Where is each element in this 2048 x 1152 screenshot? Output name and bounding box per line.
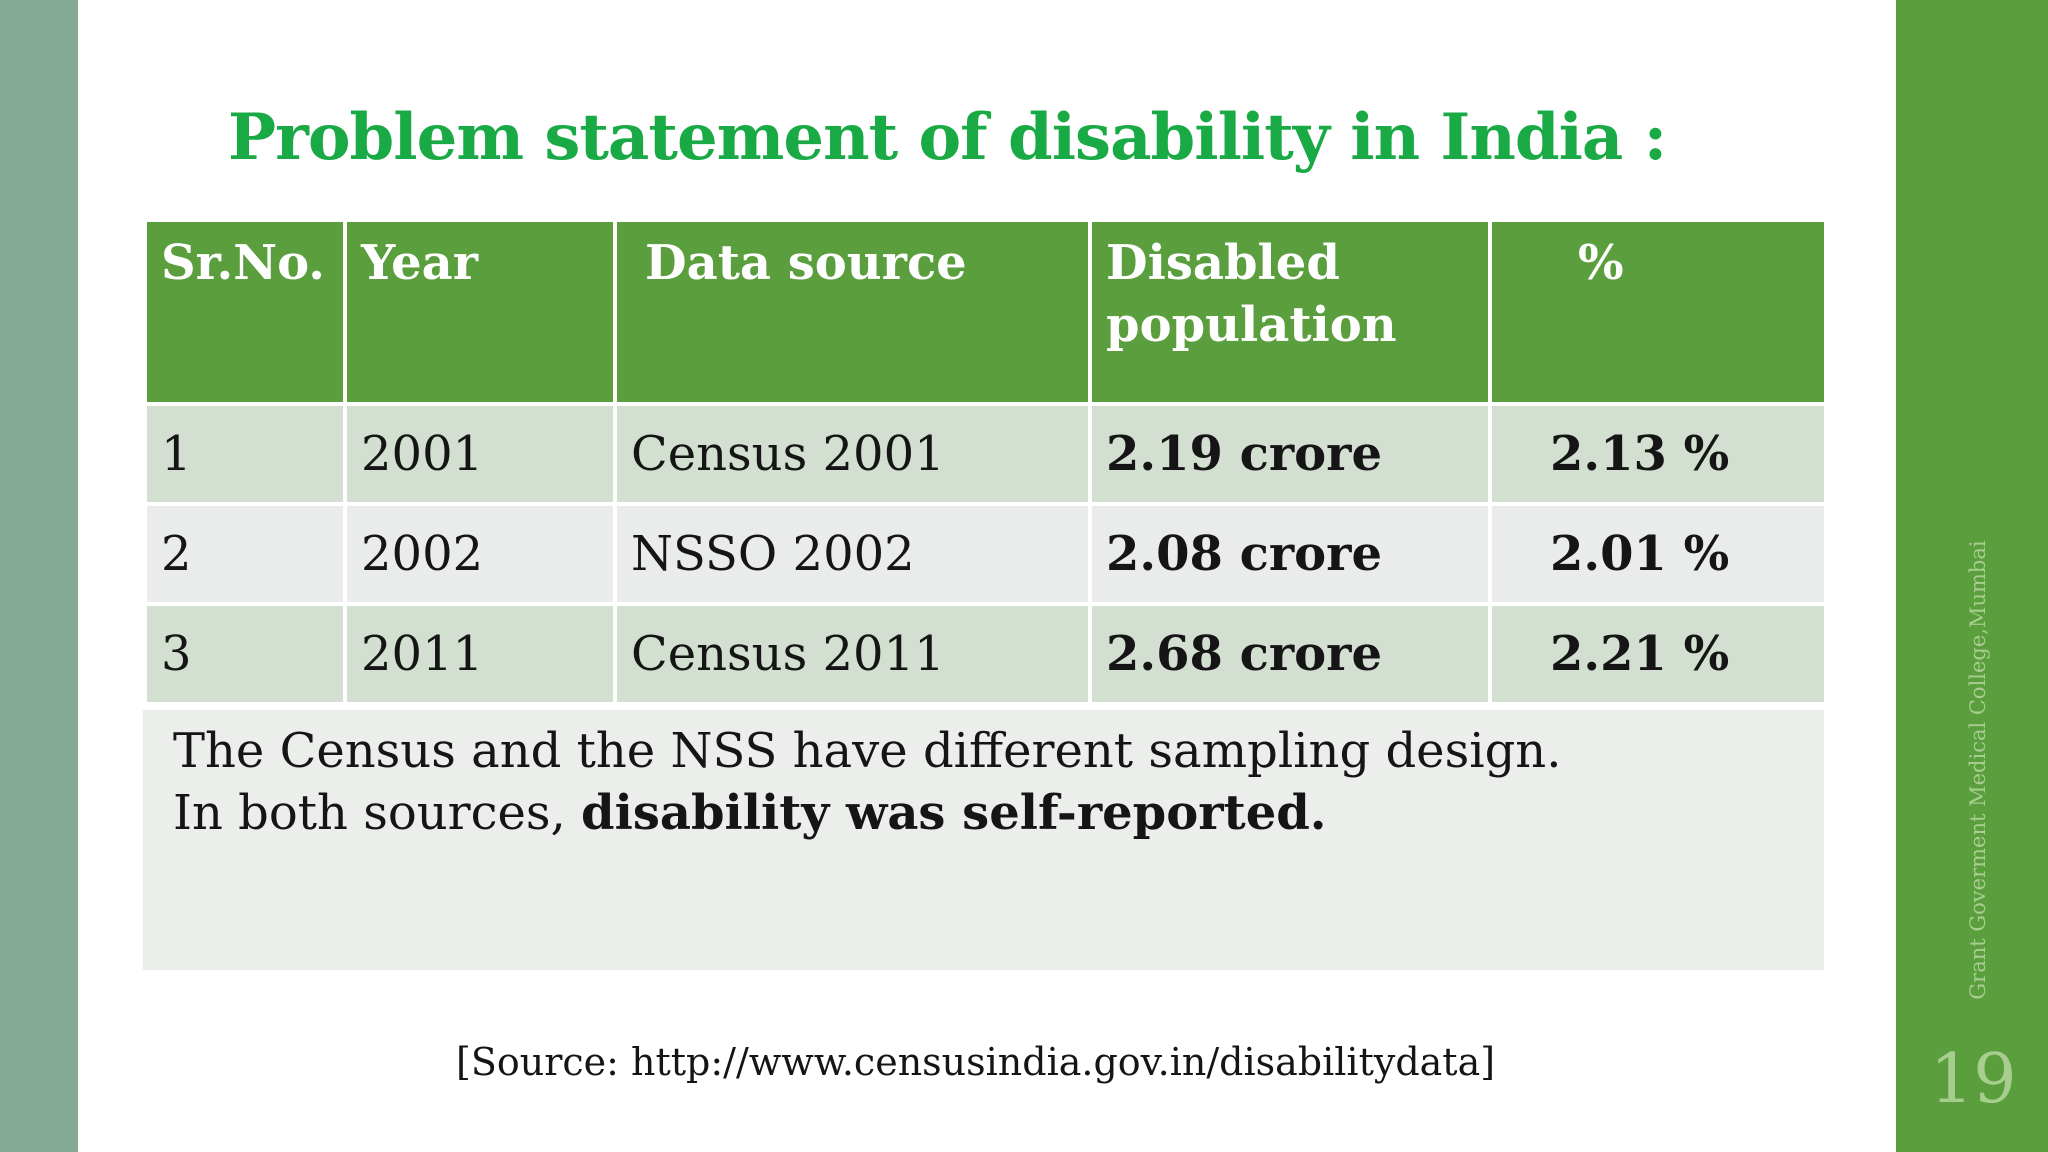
table-row: 1 2001 Census 2001 2.19 crore 2.13 % xyxy=(143,402,1828,506)
note-line-2: In both sources, disability was self-rep… xyxy=(173,782,1824,844)
cell-percent: 2.01 % xyxy=(1488,502,1828,606)
cell-year: 2002 xyxy=(343,502,617,606)
cell-data-source: Census 2011 xyxy=(613,602,1092,706)
note-line-2-emphasis: disability was self-reported. xyxy=(581,785,1327,841)
slide-title: Problem statement of disability in India… xyxy=(228,100,1667,175)
cell-sr-no: 3 xyxy=(143,602,347,706)
cell-disabled-population: 2.68 crore xyxy=(1088,602,1492,706)
note-line-1: The Census and the NSS have different sa… xyxy=(173,723,1562,779)
left-accent-bar xyxy=(0,0,78,1152)
note-box: The Census and the NSS have different sa… xyxy=(143,710,1824,970)
note-line-2-prefix: In both sources, xyxy=(173,785,582,841)
cell-percent: 2.13 % xyxy=(1488,402,1828,506)
cell-year: 2011 xyxy=(343,602,617,706)
table-header-row: Sr.No. Year Data source Disabled populat… xyxy=(143,218,1828,406)
header-sr-no: Sr.No. xyxy=(143,218,347,406)
header-year: Year xyxy=(343,218,617,406)
slide-number: 19 xyxy=(1930,1040,2017,1119)
table-row: 2 2002 NSSO 2002 2.08 crore 2.01 % xyxy=(143,502,1828,606)
cell-data-source: NSSO 2002 xyxy=(613,502,1092,606)
header-data-source: Data source xyxy=(613,218,1092,406)
cell-year: 2001 xyxy=(343,402,617,506)
cell-disabled-population: 2.08 crore xyxy=(1088,502,1492,606)
cell-percent: 2.21 % xyxy=(1488,602,1828,706)
cell-sr-no: 1 xyxy=(143,402,347,506)
right-accent-bar xyxy=(1896,0,2048,1152)
cell-data-source: Census 2001 xyxy=(613,402,1092,506)
header-percent: % xyxy=(1488,218,1828,406)
table-row: 3 2011 Census 2011 2.68 crore 2.21 % xyxy=(143,602,1828,706)
disability-table: Sr.No. Year Data source Disabled populat… xyxy=(143,218,1828,706)
source-citation: [Source: http://www.censusindia.gov.in/d… xyxy=(456,1040,1496,1084)
cell-disabled-population: 2.19 crore xyxy=(1088,402,1492,506)
header-disabled-population: Disabled population xyxy=(1088,218,1492,406)
college-name-vertical: Grant Goverment Medical College,Mumbai xyxy=(1966,540,1990,1000)
cell-sr-no: 2 xyxy=(143,502,347,606)
